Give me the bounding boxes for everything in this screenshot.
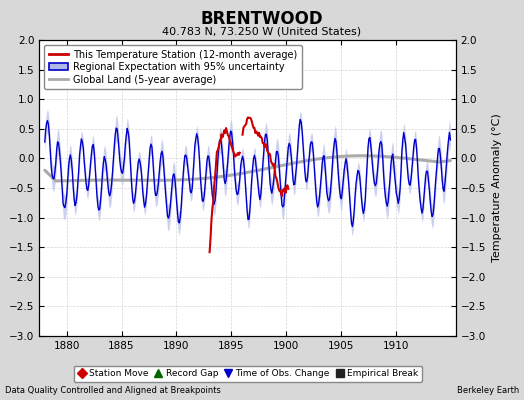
Text: 40.783 N, 73.250 W (United States): 40.783 N, 73.250 W (United States) — [162, 26, 362, 36]
Y-axis label: Temperature Anomaly (°C): Temperature Anomaly (°C) — [492, 114, 501, 262]
Legend: Station Move, Record Gap, Time of Obs. Change, Empirical Break: Station Move, Record Gap, Time of Obs. C… — [74, 366, 421, 382]
Text: Data Quality Controlled and Aligned at Breakpoints: Data Quality Controlled and Aligned at B… — [5, 386, 221, 395]
Text: Berkeley Earth: Berkeley Earth — [456, 386, 519, 395]
Text: BRENTWOOD: BRENTWOOD — [201, 10, 323, 28]
